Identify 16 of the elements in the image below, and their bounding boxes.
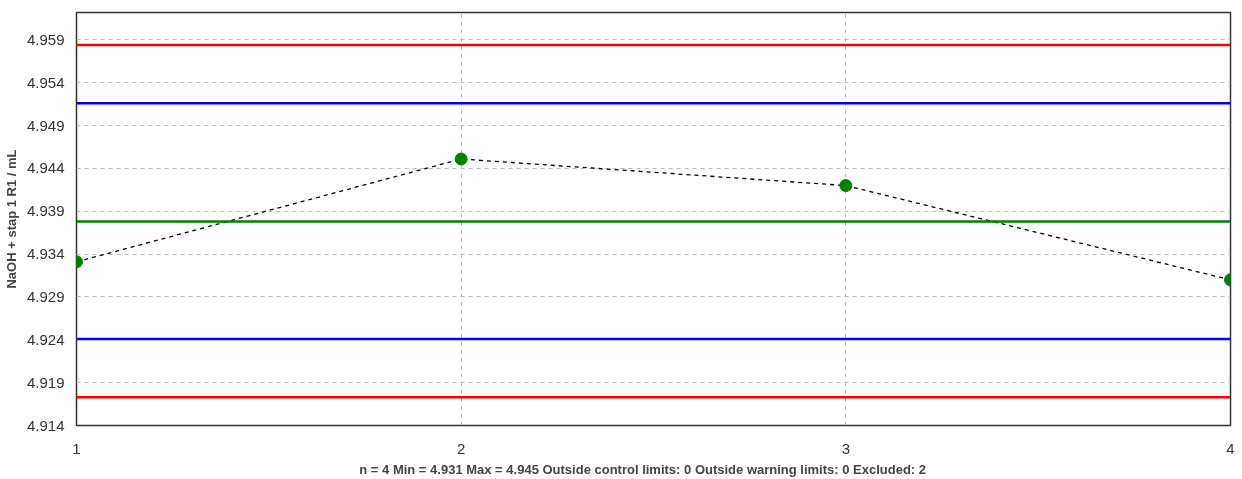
- y-tick-label: 4.934: [26, 245, 65, 263]
- y-tick-label: 4.929: [26, 287, 65, 305]
- y-tick-label: 4.944: [26, 159, 65, 177]
- x-tick-label: 1: [72, 439, 81, 457]
- y-tick-label: 4.959: [26, 30, 65, 48]
- x-axis-title: n = 4 Min = 4.931 Max = 4.945 Outside control limits: 0 Outside warning limits: 0 Excluded: 2: [359, 461, 927, 477]
- y-tick-label: 4.919: [26, 373, 65, 391]
- y-tick-label: 4.954: [26, 73, 65, 91]
- x-tick-label: 3: [841, 439, 851, 457]
- y-tick-label: 4.939: [26, 202, 65, 220]
- x-tick-label: 4: [1226, 439, 1235, 457]
- y-axis-title: NaOH + stap 1 R1 / mL: [3, 149, 19, 289]
- y-tick-label: 4.949: [26, 116, 65, 134]
- y-tick-label: 4.914: [26, 416, 65, 434]
- y-tick-label: 4.924: [26, 330, 65, 348]
- x-tick-label: 2: [457, 439, 466, 457]
